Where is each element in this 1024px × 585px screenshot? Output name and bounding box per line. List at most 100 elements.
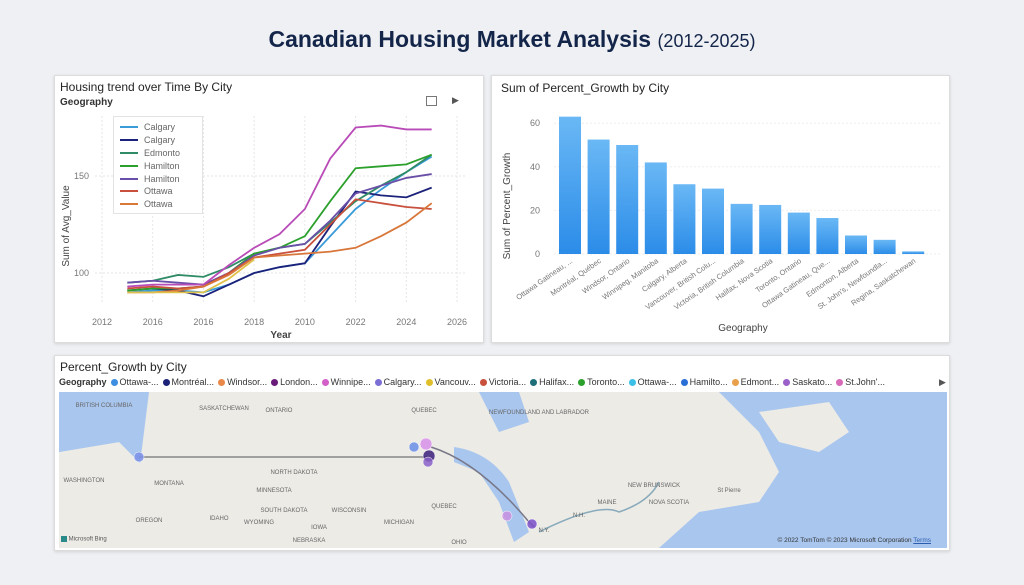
bar-4 <box>673 184 696 254</box>
x-tick-label: Montréal, Québec <box>549 256 603 298</box>
legend-item[interactable]: Edmonto <box>120 147 196 160</box>
map-legend-item[interactable]: Saskato... <box>783 377 832 387</box>
focus-mode-icon[interactable] <box>426 96 437 106</box>
city-bubble <box>133 451 145 463</box>
legend-dot <box>836 378 844 386</box>
map-legend-item[interactable]: Vancouv... <box>425 377 476 387</box>
y-tick-label: 0 <box>535 249 540 259</box>
place-label: MICHIGAN <box>384 520 414 526</box>
legend-item[interactable]: Hamilton <box>120 172 196 185</box>
map-legend-item[interactable]: Halifax... <box>530 377 574 387</box>
coast <box>139 392 159 548</box>
terms-link[interactable]: Terms <box>913 537 931 544</box>
legend-next-icon[interactable]: ▶ <box>939 377 946 387</box>
place-label: BRITISH COLUMBIA <box>76 403 133 409</box>
place-label: NEWFOUNDLAND AND LABRADOR <box>489 410 590 416</box>
legend-label: Ottawa-... <box>637 377 677 387</box>
legend-dot <box>680 378 688 386</box>
legend-label: London... <box>280 377 318 387</box>
newfoundland <box>759 402 849 452</box>
legend-label: Hamilton <box>144 160 180 171</box>
legend-label: St.John'... <box>845 377 885 387</box>
place-label: N.H. <box>573 513 585 519</box>
legend-dot <box>162 378 170 386</box>
bar-11 <box>873 239 896 254</box>
legend-label: Ottawa <box>144 199 173 210</box>
y-tick-label: 150 <box>74 171 89 181</box>
x-tick-label: 2022 <box>346 317 366 327</box>
bar-10 <box>845 235 867 254</box>
bar-12 <box>902 251 925 254</box>
y-tick-label: 100 <box>74 268 89 278</box>
map-attribution: © 2022 TomTom © 2023 Microsoft Corporati… <box>777 537 931 544</box>
x-axis-label: Year <box>270 330 291 341</box>
place-label: SASKATCHEWAN <box>199 406 249 412</box>
map[interactable]: BRITISH COLUMBIA SASKATCHEWAN ONTARIO QUEBE… <box>59 392 947 548</box>
legend-item[interactable]: Ottawa <box>120 185 196 198</box>
map-panel[interactable]: Percent_Growth by City Geography Ottawa-… <box>54 355 950 551</box>
legend-label: Calgary... <box>383 377 422 387</box>
legend-swatch <box>120 139 138 142</box>
bar-9 <box>816 218 839 254</box>
x-tick-label: 2012 <box>92 317 112 327</box>
legend-label: Halifax... <box>539 377 575 387</box>
series-line-ottawa-6 <box>127 202 433 294</box>
city-bubble <box>408 441 420 453</box>
x-tick-label: 2024 <box>396 317 416 327</box>
place-label: ONTARIO <box>266 408 293 414</box>
legend-dot <box>321 378 329 386</box>
bar-5 <box>702 188 724 254</box>
map-legend-item[interactable]: Windsor... <box>218 377 267 387</box>
legend-dot <box>479 378 487 386</box>
legend-dot <box>374 378 382 386</box>
legend-label: Hamilto... <box>689 377 728 387</box>
map-legend-item[interactable]: Edmont... <box>731 377 780 387</box>
place-label: WISCONSIN <box>332 508 367 514</box>
legend-label: Edmont... <box>740 377 780 387</box>
x-tick-label: 2010 <box>295 317 315 327</box>
x-tick-label: 2026 <box>447 317 467 327</box>
legend-dot <box>731 378 739 386</box>
bar-7 <box>759 204 782 254</box>
legend-dot <box>783 378 791 386</box>
legend-label: Windsor... <box>227 377 268 387</box>
legend-item[interactable]: Calgary <box>120 121 196 134</box>
legend-swatch <box>120 203 138 206</box>
bar-chart-panel[interactable]: Sum of Percent_Growth by City 0 20 40 60 Sum… <box>491 75 950 343</box>
place-label: QUEBEC <box>411 408 437 414</box>
map-legend-item[interactable]: Ottawa-... <box>628 377 677 387</box>
legend-label: Saskato... <box>792 377 833 387</box>
legend-dot <box>578 378 586 386</box>
expand-arrow-icon[interactable]: ▶ <box>452 95 459 105</box>
y-axis-label: Sum of Percent_Growth <box>502 153 513 260</box>
map-legend-item[interactable]: London... <box>271 377 318 387</box>
legend-item[interactable]: Hamilton <box>120 159 196 172</box>
legend-dot <box>271 378 279 386</box>
legend-dot <box>110 378 118 386</box>
bar-1 <box>587 139 610 254</box>
map-legend-item[interactable]: Calgary... <box>374 377 422 387</box>
map-legend-item[interactable]: Toronto... <box>578 377 625 387</box>
place-label: IOWA <box>311 525 327 531</box>
legend-label: Toronto... <box>587 377 625 387</box>
map-legend-item[interactable]: Hamilto... <box>680 377 728 387</box>
line-chart-title: Housing trend over Time By City <box>60 80 233 94</box>
legend-item[interactable]: Ottawa <box>120 198 196 211</box>
route-line <box>430 446 535 528</box>
bar-2 <box>616 145 639 254</box>
map-legend-item[interactable]: Ottawa-... <box>110 377 159 387</box>
map-legend-item[interactable]: Winnipe... <box>321 377 371 387</box>
legend-dot <box>628 378 636 386</box>
place-label: MONTANA <box>154 481 184 487</box>
hudson-bay <box>479 392 529 432</box>
pacific <box>59 392 119 452</box>
line-chart-panel[interactable]: Housing trend over Time By City Geograph… <box>54 75 484 343</box>
bar-8 <box>787 212 810 254</box>
map-legend-item[interactable]: Montréal... <box>162 377 214 387</box>
bar-chart-title: Sum of Percent_Growth by City <box>501 81 670 95</box>
legend-item[interactable]: Calgary <box>120 134 196 147</box>
x-tick-label: 2016 <box>193 317 213 327</box>
place-label: OREGON <box>136 518 163 524</box>
map-legend-item[interactable]: Victoria... <box>479 377 526 387</box>
map-legend-item[interactable]: St.John'... <box>836 377 885 387</box>
